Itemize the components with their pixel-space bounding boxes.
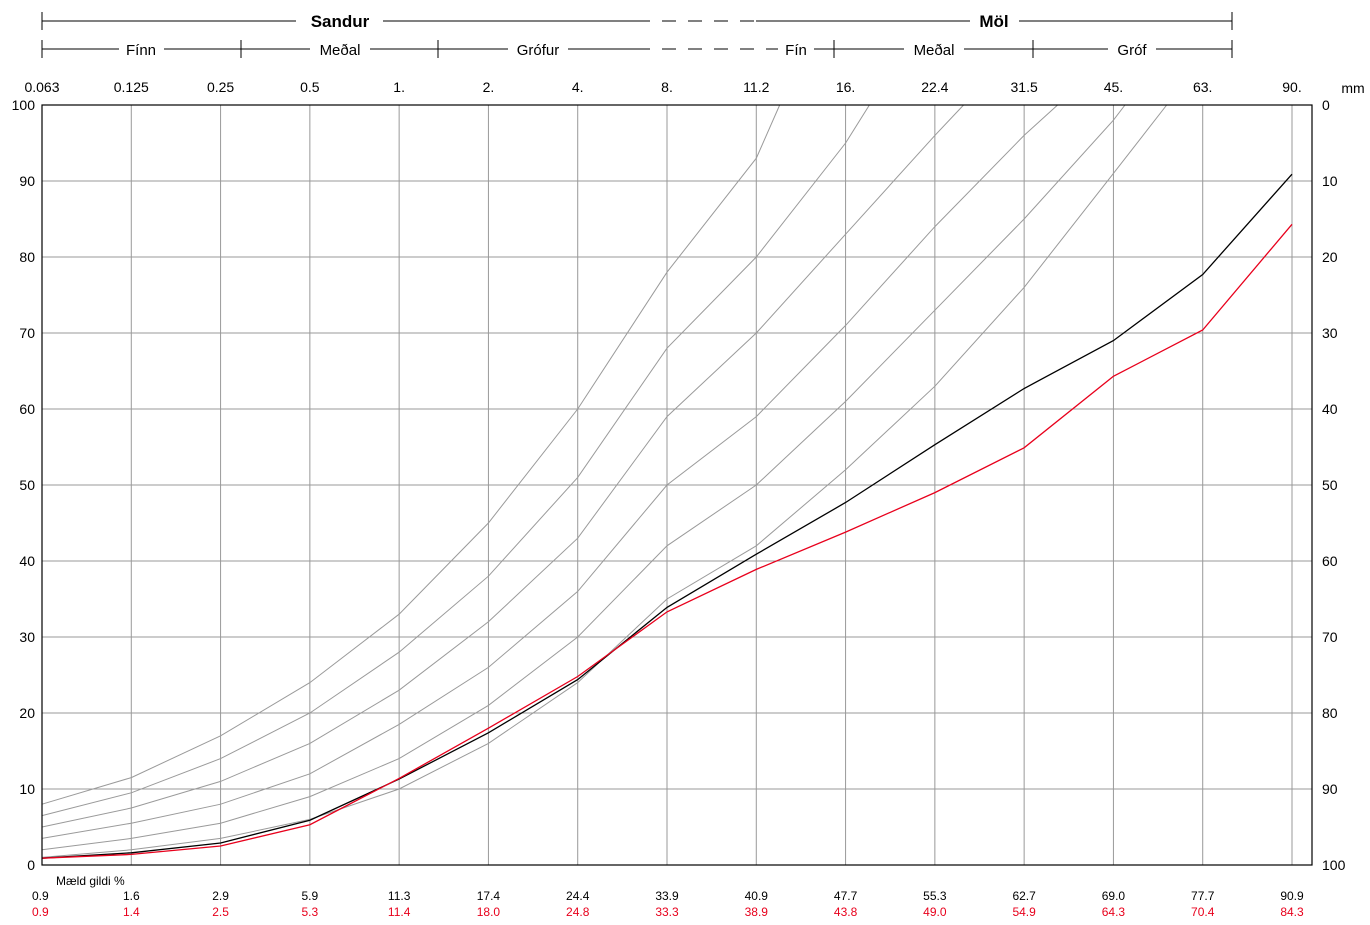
table-cell-0-3: 5.9	[302, 889, 319, 903]
table-cell-1-5: 18.0	[477, 905, 501, 919]
series-line-1	[41, 223, 1293, 859]
y2-tick-label-7: 30	[1322, 325, 1338, 341]
group-label-sandur: Sandur	[311, 12, 370, 31]
table-cell-0-14: 90.9	[1280, 889, 1304, 903]
y2-tick-label-10: 0	[1322, 97, 1330, 113]
plot-frame	[41, 104, 1313, 866]
table-cell-1-13: 70.4	[1191, 905, 1215, 919]
y-tick-label-4: 40	[19, 553, 35, 569]
x-tick-label-3: 0.5	[300, 79, 320, 95]
table-cell-0-5: 17.4	[477, 889, 501, 903]
table-title: Mæld gildi %	[56, 874, 125, 888]
table-cell-0-11: 62.7	[1012, 889, 1036, 903]
table-cell-1-9: 43.8	[834, 905, 858, 919]
x-unit-label: mm	[1341, 80, 1364, 96]
x-tick-label-14: 90.	[1282, 79, 1301, 95]
measured-values-table: 0.9 1.6 2.9 5.9 11.3 17.4 24.4 33.9 40.9 47.7 55.3…	[32, 889, 1304, 919]
y-tick-label-7: 70	[19, 325, 35, 341]
y2-tick-label-8: 20	[1322, 249, 1338, 265]
table-cell-1-7: 33.3	[655, 905, 679, 919]
y2-tick-label-3: 70	[1322, 629, 1338, 645]
table-cell-1-1: 1.4	[123, 905, 140, 919]
reference-curves	[41, 104, 1168, 858]
table-cell-0-6: 24.4	[566, 889, 590, 903]
x-tick-label-5: 2.	[483, 79, 495, 95]
y2-tick-label-6: 40	[1322, 401, 1338, 417]
table-cell-0-9: 47.7	[834, 889, 858, 903]
y-tick-label-10: 100	[12, 97, 36, 113]
y2-tick-label-1: 90	[1322, 781, 1338, 797]
table-cell-1-6: 24.8	[566, 905, 590, 919]
y-tick-label-3: 30	[19, 629, 35, 645]
x-tick-label-1: 0.125	[114, 79, 149, 95]
grid	[42, 105, 1312, 865]
y-tick-label-8: 80	[19, 249, 35, 265]
table-cell-1-14: 84.3	[1280, 905, 1304, 919]
reference-curve-4	[41, 104, 1126, 851]
x-tick-label-12: 45.	[1104, 79, 1123, 95]
table-cell-1-0: 0.9	[32, 905, 49, 919]
y-tick-label-2: 20	[19, 705, 35, 721]
x-tick-label-11: 31.5	[1011, 79, 1038, 95]
table-cell-1-12: 64.3	[1102, 905, 1126, 919]
reference-curve-1	[41, 104, 870, 817]
reference-curve-3	[41, 104, 1058, 839]
sub-label-finn: Fínn	[126, 42, 156, 59]
reference-curve-2	[41, 104, 964, 828]
table-cell-0-7: 33.9	[655, 889, 679, 903]
series-lines	[41, 173, 1293, 859]
reference-curve-5	[41, 104, 1168, 858]
x-tick-label-2: 0.25	[207, 79, 234, 95]
y2-tick-label-5: 50	[1322, 477, 1338, 493]
table-cell-1-11: 54.9	[1012, 905, 1036, 919]
y-tick-label-1: 10	[19, 781, 35, 797]
table-cell-0-12: 69.0	[1102, 889, 1126, 903]
table-cell-0-4: 11.3	[388, 889, 411, 903]
table-cell-0-2: 2.9	[212, 889, 229, 903]
reference-curve-0	[41, 104, 781, 805]
y2-tick-label-0: 100	[1322, 857, 1346, 873]
table-cell-0-0: 0.9	[32, 889, 49, 903]
y-tick-label-0: 0	[27, 857, 35, 873]
table-cell-1-3: 5.3	[302, 905, 319, 919]
sub-label-medal-sand: Meðal	[320, 42, 361, 59]
table-cell-0-8: 40.9	[745, 889, 769, 903]
sub-label-medal-mol: Meðal	[914, 42, 955, 59]
table-cell-0-10: 55.3	[923, 889, 947, 903]
y-tick-labels: 0 10 20 30 40 50 60 70 80 90 100	[12, 97, 36, 873]
x-tick-label-6: 4.	[572, 79, 584, 95]
sub-label-grof: Gróf	[1117, 42, 1147, 59]
y2-tick-label-2: 80	[1322, 705, 1338, 721]
sub-label-fin: Fín	[785, 42, 807, 59]
x-tick-label-13: 63.	[1193, 79, 1212, 95]
table-cell-1-10: 49.0	[923, 905, 947, 919]
x-tick-labels: 0.063 0.125 0.25 0.5 1. 2. 4. 8. 11.2 16. 22.4 31.5…	[24, 79, 1301, 95]
y-tick-label-9: 90	[19, 173, 35, 189]
x-tick-label-4: 1.	[393, 79, 405, 95]
x-tick-label-7: 8.	[661, 79, 673, 95]
sub-label-grofur: Grófur	[517, 42, 560, 59]
table-cell-0-1: 1.6	[123, 889, 140, 903]
y2-tick-label-4: 60	[1322, 553, 1338, 569]
y-tick-label-6: 60	[19, 401, 35, 417]
table-cell-1-4: 11.4	[388, 905, 411, 919]
x-tick-label-9: 16.	[836, 79, 855, 95]
y2-tick-label-9: 10	[1322, 173, 1338, 189]
table-cell-0-13: 77.7	[1191, 889, 1215, 903]
series-line-0	[41, 173, 1293, 859]
x-tick-label-8: 11.2	[743, 79, 769, 95]
y-tick-label-5: 50	[19, 477, 35, 493]
x-tick-label-0: 0.063	[24, 79, 59, 95]
header-scale: Sandur Möl Fínn Meðal Grófur Fín Meðal G…	[41, 12, 1233, 59]
table-cell-1-8: 38.9	[745, 905, 769, 919]
group-label-mol: Möl	[979, 12, 1008, 31]
table-cell-1-2: 2.5	[212, 905, 229, 919]
x-tick-label-10: 22.4	[921, 79, 948, 95]
